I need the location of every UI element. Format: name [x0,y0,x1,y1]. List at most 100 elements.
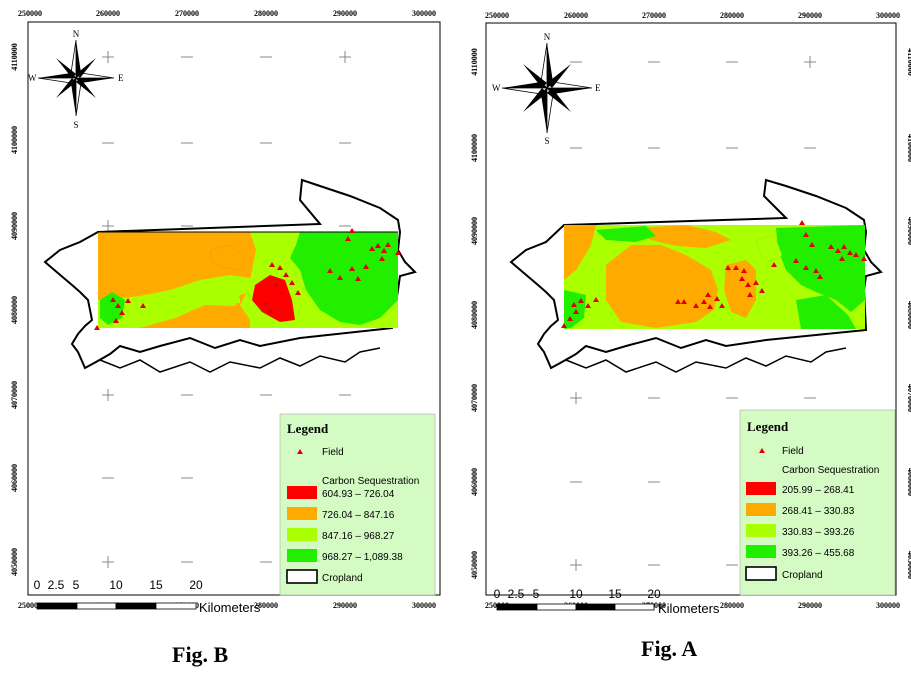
scale-tick: 10 [569,587,583,601]
scale-unit: Kilometers [199,600,261,615]
legend-class-label: 968.27 – 1,089.38 [322,552,403,563]
legend-swatch [287,486,317,499]
scale-bar: 0 2.5 5 10 15 20 Kilometers [34,578,261,615]
y-tick: 4090000 [10,212,19,240]
raster-zone [606,245,718,328]
compass-north: N [544,32,551,42]
x-tick: 290000 [798,601,822,610]
scale-tick: 5 [73,578,80,592]
y-tick: 4080000 [906,301,911,329]
y-tick: 4050000 [470,551,479,579]
map-a-svg: 250000 260000 270000 280000 290000 30000… [470,11,911,616]
legend-class-label: 604.93 – 726.04 [322,489,395,500]
x-tick: 280000 [254,9,278,18]
y-tick: 4100000 [10,126,19,154]
field-marker-icon [759,448,765,453]
x-tick: 250000 [18,601,42,610]
raster-zone [564,225,596,280]
y-axis-left: 4110000 4100000 4090000 4080000 4070000 … [470,48,479,579]
y-tick: 4070000 [470,384,479,412]
coastline-islets [99,347,381,373]
scale-tick: 2.5 [48,578,65,592]
legend-swatch [287,528,317,541]
scale-tick: 0 [494,587,501,601]
figure-caption-b: Fig. B [172,642,229,667]
carbon-raster [564,225,865,329]
x-tick: 280000 [720,601,744,610]
map-panel-a: 250000 260000 270000 280000 290000 30000… [456,0,911,620]
legend-cropland-label: Cropland [322,573,363,584]
y-tick: 4110000 [906,48,911,76]
legend-ramp-title: Carbon Sequestration [322,476,419,487]
north-arrow-icon: N S E W [492,32,601,146]
x-tick: 280000 [254,601,278,610]
raster-zone [98,275,265,328]
y-tick: 4110000 [10,43,19,71]
x-tick: 270000 [642,11,666,20]
legend-box [739,409,896,596]
x-tick: 280000 [720,11,744,20]
legend-class-label: 330.83 – 393.26 [782,527,855,538]
legend: Legend Field Carbon Sequestration 205.99… [739,409,896,596]
raster-zone [290,232,398,325]
map-b-svg: 250000 260000 270000 280000 290000 30000… [10,9,441,615]
cropland-outline [43,178,417,370]
legend: Legend Field Carbon Sequestration 604.93… [279,413,436,596]
y-tick: 4050000 [906,551,911,579]
y-tick: 4080000 [470,301,479,329]
field-points [561,220,867,328]
coastline-islets [565,347,847,373]
legend-swatch [287,507,317,520]
legend-swatch [746,482,776,495]
scale-tick: 2.5 [508,587,525,601]
field-points [94,228,401,330]
y-axis-right: 4110000 4100000 4090000 4080000 4070000 … [906,48,911,579]
compass-west: W [28,73,37,83]
y-tick: 4100000 [906,134,911,162]
compass-south: S [73,120,78,130]
y-tick: 4100000 [470,134,479,162]
x-tick: 300000 [412,601,436,610]
scale-tick: 20 [189,578,203,592]
graticule [102,51,351,568]
y-tick: 4080000 [10,296,19,324]
y-tick: 4090000 [470,217,479,245]
legend-swatch [746,524,776,537]
x-tick: 270000 [175,9,199,18]
x-tick: 300000 [412,9,436,18]
y-tick: 4090000 [906,217,911,245]
raster-zone [190,298,240,306]
scale-tick: 15 [608,587,622,601]
raster-zone [100,292,125,325]
scale-bar: 0 2.5 5 10 15 20 Kilometers [494,587,720,616]
y-tick: 4070000 [10,381,19,409]
x-tick: 290000 [333,9,357,18]
legend-ramp-title: Carbon Sequestration [782,465,879,476]
compass-east: E [595,83,601,93]
y-tick: 4110000 [470,48,479,76]
x-axis-top: 250000 260000 270000 280000 290000 30000… [18,9,436,18]
compass-south: S [544,136,549,146]
x-tick: 300000 [876,601,900,610]
legend-cropland-label: Cropland [782,570,823,581]
x-tick: 260000 [564,11,588,20]
y-tick: 4060000 [906,468,911,496]
x-tick: 250000 [18,9,42,18]
raster-zone [252,275,295,322]
north-arrow-icon: N S E W [28,29,124,130]
field-marker-icon [297,449,303,454]
scale-tick: 10 [109,578,123,592]
scale-tick: 5 [533,587,540,601]
map-panel-b: 250000 260000 270000 280000 290000 30000… [0,0,455,620]
carbon-raster [98,232,398,328]
x-tick: 250000 [485,11,509,20]
legend-field-label: Field [782,446,804,457]
legend-swatch [746,503,776,516]
compass-north: N [73,29,80,39]
legend-field-label: Field [322,447,344,458]
legend-class-label: 393.26 – 455.68 [782,548,855,559]
legend-class-label: 726.04 – 847.16 [322,510,395,521]
x-tick: 300000 [876,11,900,20]
cropland-outline [509,178,883,370]
legend-title: Legend [747,419,789,434]
